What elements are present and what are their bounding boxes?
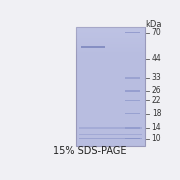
Bar (76, 40, 145, 42)
Bar (76, 30, 145, 32)
Bar (76, 44, 145, 45)
Bar (125, 90, 140, 92)
Bar (76, 35, 145, 36)
Bar (79, 138, 142, 140)
Text: 15% SDS-PAGE: 15% SDS-PAGE (53, 146, 126, 156)
Bar (76, 36, 145, 38)
Bar (125, 100, 140, 101)
Bar (76, 46, 145, 48)
Bar (76, 50, 145, 51)
Bar (76, 32, 145, 33)
Bar (76, 27, 145, 146)
Bar (79, 127, 142, 129)
Bar (76, 48, 145, 50)
Bar (76, 51, 145, 53)
Text: 44: 44 (152, 54, 161, 63)
Bar (76, 55, 145, 57)
Bar (125, 77, 140, 79)
Text: 18: 18 (152, 109, 161, 118)
Text: 26: 26 (152, 86, 161, 95)
Bar (79, 134, 142, 135)
Bar (125, 138, 140, 140)
Text: 10: 10 (152, 134, 161, 143)
Bar (76, 53, 145, 54)
Text: 14: 14 (152, 123, 161, 132)
Bar (81, 46, 105, 48)
Bar (76, 33, 145, 35)
Text: 70: 70 (152, 28, 161, 37)
Bar (76, 29, 145, 30)
Bar (125, 113, 140, 114)
Bar (125, 127, 140, 129)
Bar (76, 42, 145, 44)
Text: 33: 33 (152, 73, 161, 82)
Bar (76, 45, 145, 46)
Bar (76, 39, 145, 40)
Bar (76, 38, 145, 39)
Bar (76, 27, 145, 29)
Bar (125, 32, 140, 33)
Bar (76, 54, 145, 55)
Text: kDa: kDa (145, 20, 161, 29)
Text: 22: 22 (152, 96, 161, 105)
